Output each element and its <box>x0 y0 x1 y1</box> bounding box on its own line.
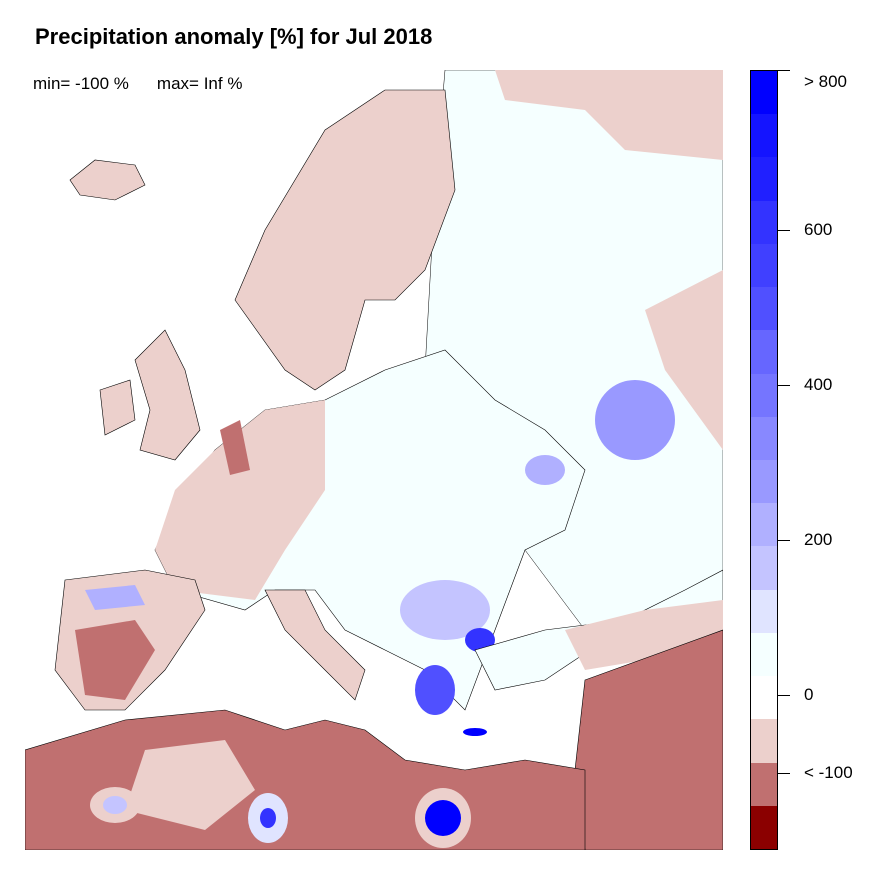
region-east-dry <box>645 270 723 450</box>
min-max-readout: min= -100 % max= Inf % <box>33 74 270 94</box>
map-title: Precipitation anomaly [%] for Jul 2018 <box>35 24 433 49</box>
region-iberia-wet <box>85 585 145 610</box>
legend-label: > 800 <box>804 72 848 91</box>
region-libya-wet-core <box>260 808 276 828</box>
legend-swatch <box>751 546 777 590</box>
region-middle-east <box>574 629 723 850</box>
legend-label: 400 <box>804 375 833 394</box>
legend-tick <box>778 773 790 774</box>
legend-swatch <box>751 71 777 115</box>
region-ukraine-wet <box>525 455 565 485</box>
region-scandinavia <box>234 89 456 391</box>
max-value: max= Inf % <box>156 74 243 93</box>
legend-swatch <box>751 503 777 547</box>
legend-swatch <box>751 200 777 244</box>
legend-swatch <box>751 676 777 720</box>
legend-swatch <box>751 459 777 504</box>
region-africa-dry <box>125 740 255 830</box>
legend-tick <box>778 540 790 541</box>
region-west-dry <box>155 400 325 600</box>
region-northeast-dry <box>495 70 723 160</box>
region-crete-wet <box>463 728 487 736</box>
color-legend <box>750 70 778 850</box>
legend-label: 0 <box>804 685 814 704</box>
region-algeria-wet-core <box>103 796 127 814</box>
region-netherlands-very-dry <box>220 420 250 475</box>
min-value: min= -100 % <box>33 74 129 93</box>
legend-swatch <box>751 719 777 763</box>
legend-swatch <box>751 114 777 158</box>
region-aegean-wet <box>465 628 495 652</box>
legend-swatch <box>751 805 777 849</box>
region-balkans-wet <box>400 580 490 640</box>
legend-swatch <box>751 157 777 201</box>
legend-swatch <box>751 632 777 677</box>
legend-swatch <box>751 330 777 374</box>
region-iceland <box>69 159 146 201</box>
legend-label: 200 <box>804 530 833 549</box>
legend-label: 600 <box>804 220 833 239</box>
legend-swatch <box>751 589 777 633</box>
region-greece-wet <box>415 665 455 715</box>
legend-tick <box>778 385 790 386</box>
legend-swatch <box>751 287 777 331</box>
legend-tick <box>778 70 790 71</box>
region-italy <box>264 589 366 701</box>
precipitation-anomaly-map <box>25 70 723 850</box>
legend-swatch <box>751 762 777 806</box>
legend-tick <box>778 230 790 231</box>
legend-swatch <box>751 373 777 417</box>
legend-label: < -100 <box>804 763 853 782</box>
legend-swatch <box>751 416 777 460</box>
region-ireland <box>99 379 136 436</box>
region-uk <box>134 329 201 461</box>
legend-tick <box>778 695 790 696</box>
region-russia-wet <box>595 380 675 460</box>
legend-swatch <box>751 243 777 288</box>
region-libya-east-wet-core <box>425 800 461 836</box>
region-iberia-very-dry <box>75 620 155 700</box>
